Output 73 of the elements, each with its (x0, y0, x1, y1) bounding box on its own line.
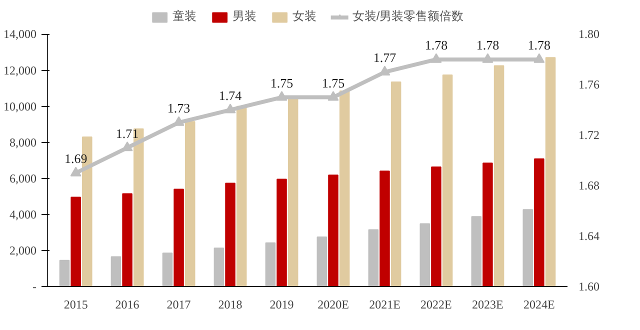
x-tick-label: 2024E (524, 298, 555, 312)
bar (471, 216, 482, 286)
y-tick-label: 10,000 (4, 99, 36, 114)
point (276, 91, 288, 101)
x-tick-label: 2018 (218, 298, 242, 312)
point (328, 91, 339, 101)
y2-tick-label: 1.80 (578, 27, 600, 42)
x-tick-label: 2021E (369, 298, 400, 312)
bar (368, 229, 379, 286)
data-label: 1.74 (218, 88, 242, 103)
x-tick-label: 2017 (166, 298, 191, 312)
x-tick-label: 2023E (472, 298, 504, 312)
bar (110, 256, 122, 286)
bar (390, 81, 402, 286)
y2-tick-label: 1.64 (578, 229, 600, 244)
bar (70, 196, 81, 286)
bar (225, 182, 236, 286)
bar (288, 98, 298, 286)
point (70, 166, 82, 176)
bar (380, 170, 390, 286)
x-tick-label: 2020E (318, 298, 349, 312)
legend-label: 女装/男装零售额倍数 (352, 8, 464, 25)
bar (482, 162, 493, 286)
y2-tick-label: 1.76 (578, 78, 600, 92)
bar (339, 90, 350, 286)
bar (276, 178, 287, 286)
bar (236, 106, 247, 286)
bar (534, 158, 544, 286)
x-tick-label: 2022E (420, 298, 452, 312)
x-tick-label: 2015 (64, 298, 88, 312)
data-label: 1.78 (528, 37, 551, 52)
point (534, 53, 545, 63)
bar (545, 57, 556, 286)
data-label: 1.75 (322, 75, 345, 90)
data-label: 1.77 (373, 50, 397, 66)
bar (162, 252, 173, 286)
y-tick-label: 6,000 (10, 171, 36, 186)
x-tick-label: 2016 (115, 298, 140, 312)
x-tick-label: 2019 (270, 298, 294, 312)
bar (316, 236, 328, 286)
y-tick-label: 12,000 (4, 63, 36, 78)
bar (59, 260, 70, 286)
y-tick-label: 4,000 (10, 207, 36, 222)
bar (265, 242, 276, 286)
bar (174, 188, 184, 286)
bar (431, 166, 442, 286)
bar (328, 174, 338, 286)
bar (214, 248, 224, 286)
legend-label: 女装 (292, 8, 316, 25)
bar (420, 223, 430, 286)
legend-label: 男装 (232, 8, 256, 25)
point (482, 53, 494, 63)
y-tick-label: 14,000 (4, 27, 36, 42)
data-label: 1.73 (167, 100, 190, 116)
data-label: 1.75 (270, 75, 294, 90)
y-tick-label: - (32, 280, 37, 294)
bar (522, 209, 533, 286)
y-tick-label: 2,000 (10, 243, 36, 258)
y2-tick-label: 1.72 (578, 128, 600, 142)
bar (184, 121, 196, 286)
data-label: 1.69 (64, 150, 88, 166)
legend-label: 童装 (172, 8, 196, 25)
bar (494, 65, 504, 286)
bar (122, 193, 132, 286)
bar (442, 74, 453, 286)
data-label: 1.71 (116, 126, 139, 141)
point (224, 104, 236, 114)
data-label: 1.78 (424, 37, 448, 52)
point (430, 53, 442, 63)
y2-tick-label: 1.68 (578, 178, 600, 193)
data-label: 1.78 (476, 37, 500, 52)
y2-tick-label: 1.60 (578, 280, 600, 294)
y-tick-label: 8,000 (10, 135, 36, 150)
